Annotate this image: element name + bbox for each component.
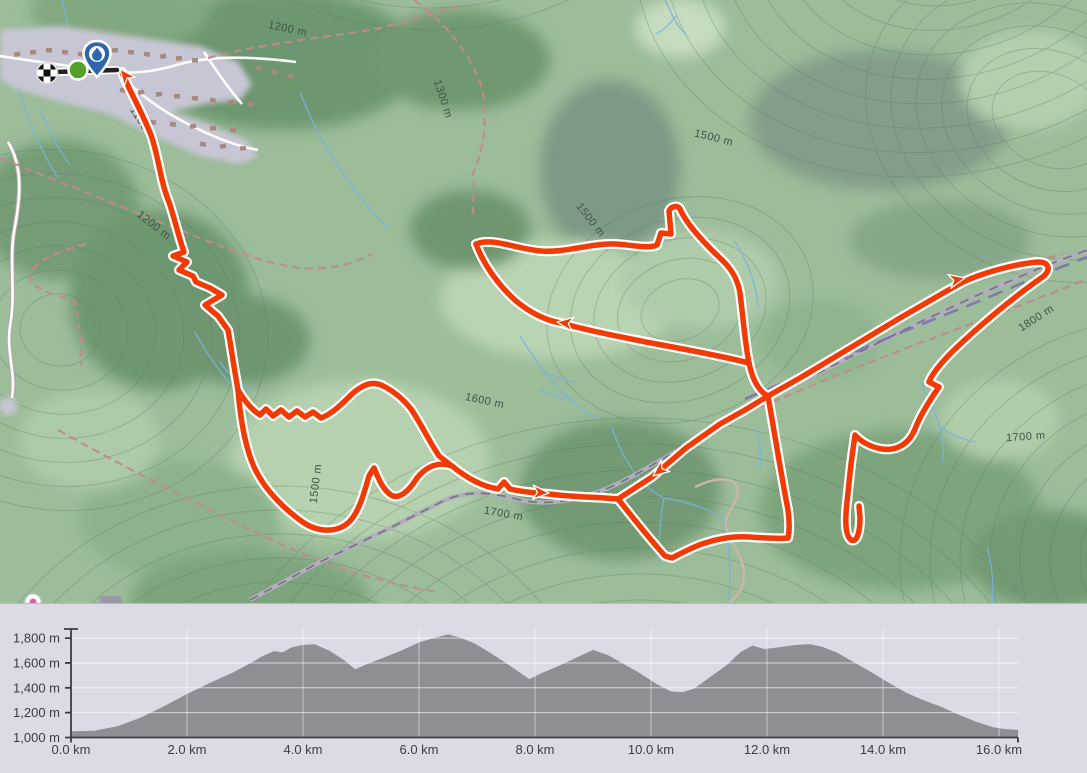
contour-label: 1700 m: [1006, 430, 1046, 445]
start-marker[interactable]: [67, 59, 89, 81]
x-axis-tick-label: 6.0 km: [399, 742, 438, 757]
x-axis-tick-label: 8.0 km: [515, 742, 554, 757]
chart-axes: [64, 628, 1019, 743]
water-drop-icon: [92, 47, 102, 61]
map-canvas[interactable]: 1200 m 1200 m 1300 m 1100 m 1500 m 1500 …: [0, 0, 1087, 603]
switchback-path: [694, 478, 746, 603]
chart-axis-labels: 1,000 m 1,200 m 1,400 m 1,600 m 1,800 m 0.0 k…: [13, 631, 1022, 757]
map-partial-markers: [24, 593, 122, 603]
x-axis-tick-label: 14.0 km: [860, 742, 906, 757]
y-axis-tick-label: 1,800 m: [13, 631, 60, 646]
finish-marker[interactable]: [35, 61, 59, 85]
chart-gridlines: [71, 629, 1018, 738]
contour-label: 1500 m: [308, 463, 325, 504]
elevation-chart-canvas[interactable]: 1,000 m 1,200 m 1,400 m 1,600 m 1,800 m 0.0 k…: [0, 604, 1087, 773]
gps-track[interactable]: [114, 65, 1054, 563]
village-buildings: [13, 47, 295, 151]
terrain-patches: [0, 0, 1087, 603]
y-axis-tick-label: 1,600 m: [13, 655, 60, 670]
checkered-flag-icon: [37, 63, 57, 83]
water-poi-marker[interactable]: [82, 39, 112, 79]
y-axis-tick-label: 1,400 m: [13, 680, 60, 695]
x-axis-tick-label: 0.0 km: [51, 742, 90, 757]
x-axis-tick-label: 12.0 km: [744, 742, 790, 757]
x-axis-tick-label: 4.0 km: [283, 742, 322, 757]
elevation-area: [71, 634, 1019, 738]
elevation-chart[interactable]: 1,000 m 1,200 m 1,400 m 1,600 m 1,800 m 0.0 k…: [0, 603, 1087, 773]
y-axis-tick-label: 1,000 m: [13, 730, 60, 745]
route-markers: [35, 39, 121, 85]
y-axis-tick-label: 1,200 m: [13, 705, 60, 720]
x-axis-tick-label: 2.0 km: [167, 742, 206, 757]
x-axis-tick-label: 10.0 km: [628, 742, 674, 757]
direction-arrows: [119, 68, 966, 500]
mountain-road: [6, 140, 22, 399]
route-map[interactable]: 1200 m 1200 m 1300 m 1100 m 1500 m 1500 …: [0, 0, 1087, 603]
village-streets: [0, 51, 297, 152]
x-axis-tick-label: 16.0 km: [976, 742, 1022, 757]
